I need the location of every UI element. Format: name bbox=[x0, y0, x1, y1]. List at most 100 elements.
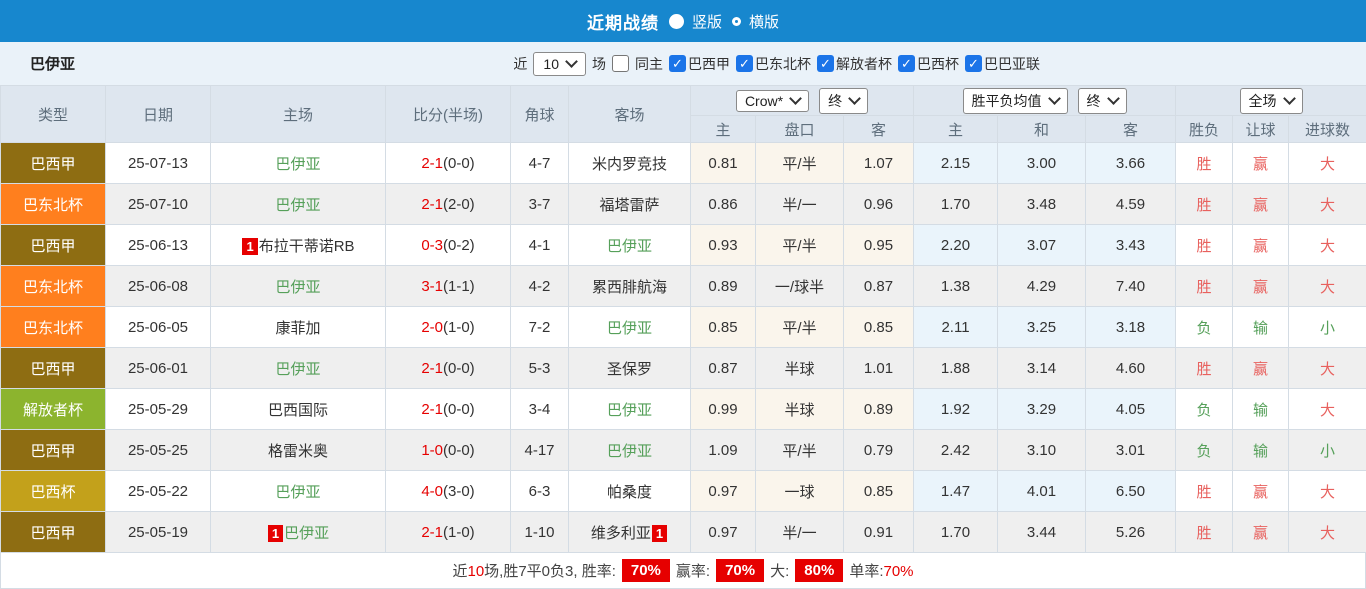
away-team-name: 圣保罗 bbox=[607, 361, 652, 378]
away-team-name: 巴伊亚 bbox=[607, 443, 652, 460]
home-team-name: 巴伊亚 bbox=[275, 197, 320, 214]
header-handicap-home: 主 bbox=[691, 116, 756, 143]
league-label-3: 巴西杯 bbox=[917, 54, 959, 74]
header-handicap-line: 盘口 bbox=[756, 116, 844, 143]
scope-select[interactable]: 全场 bbox=[1240, 88, 1303, 114]
handicap-home-odds: 0.99 bbox=[691, 389, 756, 430]
recent-results-table: 类型 日期 主场 比分(半场) 角球 客场 Crow* 终 胜平负均值 终 全场 bbox=[0, 85, 1366, 553]
away-team-cell: 累西腓航海 bbox=[569, 266, 691, 307]
radio-unselected-icon[interactable] bbox=[732, 17, 741, 26]
handicap-away-odds: 0.96 bbox=[844, 184, 914, 225]
handicap-home-odds: 0.86 bbox=[691, 184, 756, 225]
handicap-line: 平/半 bbox=[756, 307, 844, 348]
home-team-cell: 巴伊亚 bbox=[211, 266, 386, 307]
half-time-score: (0-0) bbox=[443, 155, 475, 172]
single-rate: 单率:70% bbox=[849, 560, 913, 581]
date-cell: 25-06-13 bbox=[106, 225, 211, 266]
date-cell: 25-05-22 bbox=[106, 471, 211, 512]
avg-away-odds: 6.50 bbox=[1086, 471, 1176, 512]
result-wdl: 胜 bbox=[1176, 225, 1233, 266]
layout-radio-horizontal[interactable]: 横版 bbox=[732, 11, 779, 32]
home-team-name: 巴伊亚 bbox=[275, 279, 320, 296]
handicap-away-odds: 0.89 bbox=[844, 389, 914, 430]
home-team-name: 巴西国际 bbox=[268, 402, 328, 419]
away-team-cell: 巴伊亚 bbox=[569, 430, 691, 471]
half-time-score: (2-0) bbox=[443, 196, 475, 213]
league-checkbox-2[interactable]: ✓ bbox=[817, 55, 834, 72]
avg-odds-select[interactable]: 胜平负均值 bbox=[963, 88, 1068, 114]
bookmaker-select[interactable]: Crow* bbox=[736, 90, 809, 112]
avg-time-select[interactable]: 终 bbox=[1078, 88, 1127, 114]
home-red-card-badge: 1 bbox=[268, 525, 283, 542]
league-type-cell: 巴西甲 bbox=[1, 143, 106, 184]
avg-home-odds: 2.20 bbox=[914, 225, 998, 266]
handicap-select-group: Crow* 终 bbox=[691, 86, 914, 116]
score-cell: 2-1(0-0) bbox=[386, 389, 511, 430]
radio-horizontal-label[interactable]: 横版 bbox=[749, 11, 779, 32]
avg-home-odds: 2.15 bbox=[914, 143, 998, 184]
avg-home-odds: 1.70 bbox=[914, 184, 998, 225]
avg-away-odds: 3.01 bbox=[1086, 430, 1176, 471]
avg-home-odds: 1.70 bbox=[914, 512, 998, 553]
away-team-name: 维多利亚 bbox=[591, 525, 651, 542]
match-row: 巴东北杯 25-06-05 康菲加 2-0(1-0) 7-2 巴伊亚 0.85 … bbox=[1, 307, 1366, 348]
result-wdl: 负 bbox=[1176, 389, 1233, 430]
top-title-bar: 近期战绩 竖版 横版 bbox=[0, 0, 1366, 42]
league-label-4: 巴巴亚联 bbox=[984, 54, 1040, 74]
radio-vertical-label[interactable]: 竖版 bbox=[692, 11, 722, 32]
corner-cell: 6-3 bbox=[511, 471, 569, 512]
avg-home-odds: 1.92 bbox=[914, 389, 998, 430]
league-label-0: 巴西甲 bbox=[688, 54, 730, 74]
away-team-cell: 圣保罗 bbox=[569, 348, 691, 389]
league-checkbox-4[interactable]: ✓ bbox=[965, 55, 982, 72]
league-checkbox-1[interactable]: ✓ bbox=[736, 55, 753, 72]
home-team-name: 康菲加 bbox=[275, 320, 320, 337]
half-time-score: (0-0) bbox=[443, 360, 475, 377]
away-team-name: 巴伊亚 bbox=[607, 238, 652, 255]
header-avg-home: 主 bbox=[914, 116, 998, 143]
same-home-checkbox[interactable] bbox=[612, 55, 629, 72]
date-cell: 25-06-05 bbox=[106, 307, 211, 348]
away-team-cell: 帕桑度 bbox=[569, 471, 691, 512]
home-team-cell: 康菲加 bbox=[211, 307, 386, 348]
score-cell: 1-0(0-0) bbox=[386, 430, 511, 471]
corner-cell: 3-7 bbox=[511, 184, 569, 225]
result-wdl: 胜 bbox=[1176, 471, 1233, 512]
handicap-line: 一/球半 bbox=[756, 266, 844, 307]
handicap-time-select[interactable]: 终 bbox=[819, 88, 868, 114]
layout-radio-vertical[interactable]: 竖版 bbox=[669, 11, 722, 32]
away-team-name: 巴伊亚 bbox=[607, 402, 652, 419]
score-cell: 2-1(0-0) bbox=[386, 348, 511, 389]
match-count-select[interactable]: 10 bbox=[533, 52, 586, 76]
corner-cell: 3-4 bbox=[511, 389, 569, 430]
away-team-name: 福塔雷萨 bbox=[599, 197, 659, 214]
league-checkbox-0[interactable]: ✓ bbox=[669, 55, 686, 72]
big-rate-badge: 80% bbox=[795, 559, 843, 582]
home-team-cell: 巴伊亚 bbox=[211, 184, 386, 225]
match-row: 解放者杯 25-05-29 巴西国际 2-1(0-0) 3-4 巴伊亚 0.99… bbox=[1, 389, 1366, 430]
corner-cell: 7-2 bbox=[511, 307, 569, 348]
avg-home-odds: 1.88 bbox=[914, 348, 998, 389]
league-type-cell: 巴东北杯 bbox=[1, 307, 106, 348]
full-time-score: 2-1 bbox=[421, 155, 443, 172]
result-handicap: 赢 bbox=[1233, 512, 1289, 553]
avg-draw-odds: 4.01 bbox=[998, 471, 1086, 512]
full-time-score: 2-1 bbox=[421, 360, 443, 377]
score-cell: 2-1(2-0) bbox=[386, 184, 511, 225]
half-time-score: (1-0) bbox=[443, 524, 475, 541]
league-checkbox-3[interactable]: ✓ bbox=[898, 55, 915, 72]
league-type-cell: 巴西甲 bbox=[1, 512, 106, 553]
avg-home-odds: 2.42 bbox=[914, 430, 998, 471]
handicap-line: 半/一 bbox=[756, 184, 844, 225]
full-time-score: 2-1 bbox=[421, 524, 443, 541]
result-handicap: 赢 bbox=[1233, 184, 1289, 225]
header-avg-draw: 和 bbox=[998, 116, 1086, 143]
result-goals: 大 bbox=[1289, 266, 1366, 307]
scope-select-group: 全场 bbox=[1176, 86, 1366, 116]
avg-draw-odds: 3.00 bbox=[998, 143, 1086, 184]
full-time-score: 2-1 bbox=[421, 401, 443, 418]
avg-draw-odds: 3.29 bbox=[998, 389, 1086, 430]
radio-selected-icon[interactable] bbox=[669, 14, 684, 29]
home-team-name: 巴伊亚 bbox=[275, 484, 320, 501]
